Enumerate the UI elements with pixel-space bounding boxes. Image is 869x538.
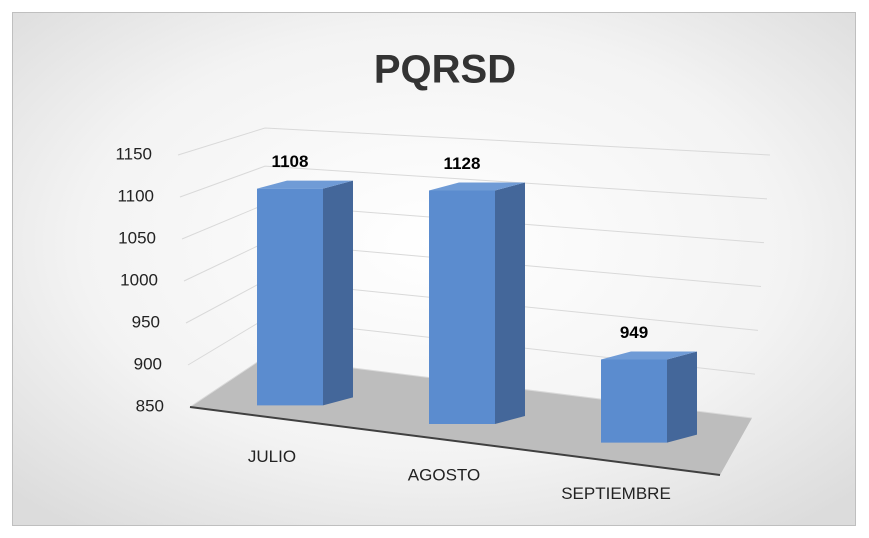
y-tick-label: 1150 xyxy=(115,144,152,163)
grid-line xyxy=(179,165,768,200)
y-tick-label: 850 xyxy=(136,396,164,415)
data-label: 949 xyxy=(620,323,648,342)
x-tick-label: SEPTIEMBRE xyxy=(561,484,671,503)
data-label: 1108 xyxy=(272,152,309,171)
x-axis-line xyxy=(189,406,721,476)
bar-top xyxy=(601,351,697,360)
bar-top xyxy=(429,182,525,191)
bar-front xyxy=(429,190,495,424)
bar xyxy=(257,180,353,406)
chart-title: PQRSD xyxy=(374,48,516,92)
x-tick-label: JULIO xyxy=(248,447,296,466)
bar-front xyxy=(257,188,323,406)
bar-front xyxy=(601,359,667,443)
y-tick-label: 900 xyxy=(134,354,162,373)
grid-line xyxy=(177,127,771,156)
bar xyxy=(601,351,697,443)
y-tick-label: 950 xyxy=(132,312,160,331)
y-tick-label: 1000 xyxy=(120,270,158,289)
y-tick-label: 1100 xyxy=(117,186,154,205)
y-tick-label: 1050 xyxy=(118,228,156,247)
bar-side xyxy=(495,182,525,424)
bar-side xyxy=(667,351,697,443)
x-tick-label: AGOSTO xyxy=(408,465,480,484)
data-label: 1128 xyxy=(444,154,481,173)
bar-side xyxy=(323,180,353,406)
bar xyxy=(429,182,525,424)
bar-top xyxy=(257,180,353,189)
